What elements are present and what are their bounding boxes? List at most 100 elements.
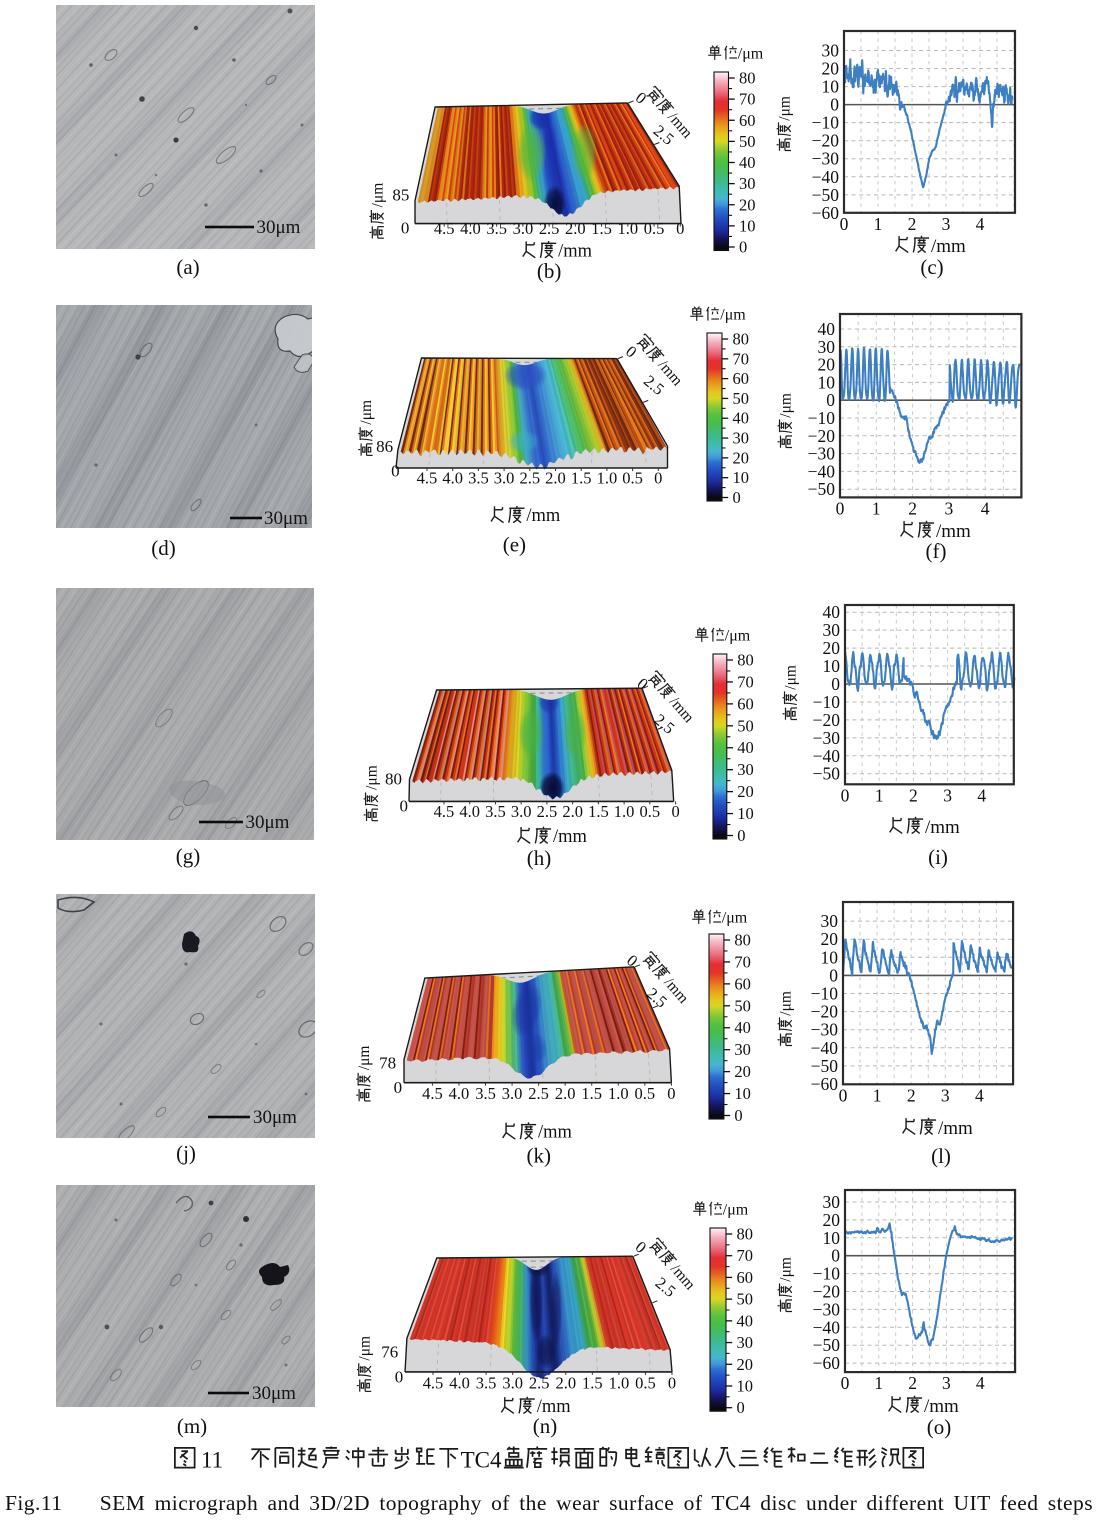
svg-text:85: 85 [392,185,409,204]
svg-text:/μm: /μm [364,765,381,790]
svg-text:40: 40 [732,409,749,428]
svg-text:10: 10 [818,372,836,392]
svg-text:4.5: 4.5 [417,469,438,488]
svg-text:40: 40 [737,738,754,757]
svg-text:70: 70 [736,1246,752,1265]
svg-text:78: 78 [380,1053,397,1072]
svg-text:−40: −40 [812,167,840,187]
svg-text:20: 20 [822,1210,840,1230]
svg-text:80: 80 [735,931,752,950]
svg-text:−60: −60 [812,203,840,223]
svg-text:2.5: 2.5 [537,801,558,820]
svg-text:1.5: 1.5 [588,801,609,820]
svg-text:1: 1 [872,1085,881,1105]
svg-text:4.0: 4.0 [449,1084,470,1103]
svg-text:30μm: 30μm [264,508,308,528]
svg-text:3: 3 [945,498,954,518]
svg-text:0: 0 [732,488,740,507]
svg-text:−30: −30 [812,149,840,169]
svg-text:0: 0 [831,95,840,115]
svg-text:80: 80 [732,330,749,349]
svg-text:−20: −20 [812,709,840,729]
svg-text:1.5: 1.5 [582,1374,603,1393]
svg-text:20: 20 [822,638,840,658]
svg-text:−20: −20 [810,1001,838,1021]
svg-text:60: 60 [739,110,756,129]
svg-text:−30: −30 [810,1019,838,1039]
svg-text:0.5: 0.5 [623,469,644,488]
svg-text:−50: −50 [810,1055,838,1075]
svg-text:10: 10 [732,468,749,487]
svg-text:2.0: 2.0 [562,801,583,820]
svg-text:76: 76 [381,1343,398,1362]
svg-text:2: 2 [906,1085,915,1105]
svg-text:−40: −40 [808,461,836,481]
svg-text:0: 0 [737,826,745,845]
svg-text:40: 40 [736,1311,752,1330]
svg-text:−40: −40 [810,1037,838,1057]
svg-text:80: 80 [385,769,402,788]
svg-text:30μm: 30μm [253,1107,297,1128]
svg-text:−50: −50 [812,763,840,783]
svg-text:10: 10 [820,947,838,967]
svg-text:1.5: 1.5 [582,1084,603,1103]
svg-text:80: 80 [736,1225,752,1244]
svg-text:10: 10 [822,77,840,97]
svg-text:3.5: 3.5 [476,1374,497,1393]
svg-text:50: 50 [739,131,756,150]
svg-text:−20: −20 [808,426,836,446]
svg-text:2: 2 [908,1373,917,1393]
svg-text:0: 0 [622,342,641,362]
svg-text:4.0: 4.0 [443,469,464,488]
svg-text:70: 70 [739,89,756,108]
svg-text:−10: −10 [812,113,840,133]
svg-text:3.5: 3.5 [486,219,507,238]
svg-text:3.5: 3.5 [485,801,506,820]
svg-text:3.0: 3.0 [512,219,533,238]
svg-text:0: 0 [676,219,684,238]
svg-text:0.5: 0.5 [643,219,664,238]
svg-text:0: 0 [668,1084,676,1103]
svg-text:0: 0 [840,214,849,234]
svg-text:30μm: 30μm [257,217,301,238]
svg-text:0: 0 [836,498,845,518]
svg-text:70: 70 [735,953,752,972]
svg-text:0: 0 [395,1368,404,1387]
svg-text:30: 30 [737,760,754,779]
svg-text:2.0: 2.0 [546,469,567,488]
svg-text:(h): (h) [527,846,551,870]
svg-text:4.0: 4.0 [460,219,481,238]
svg-text:1.5: 1.5 [571,469,592,488]
svg-text:0: 0 [668,1374,676,1393]
svg-text:50: 50 [735,997,752,1016]
svg-text:4: 4 [975,1373,984,1393]
svg-text:40: 40 [735,1019,752,1038]
svg-text:4.0: 4.0 [459,801,480,820]
svg-text:10: 10 [737,804,754,823]
svg-text:0: 0 [399,796,408,815]
svg-text:−10: −10 [812,691,840,711]
svg-text:1: 1 [874,214,883,234]
svg-text:0.5: 0.5 [635,1374,656,1393]
svg-text:40: 40 [818,319,836,339]
svg-text:1.0: 1.0 [614,801,635,820]
svg-text:3.0: 3.0 [502,1374,523,1393]
svg-text:3.0: 3.0 [502,1084,523,1103]
svg-text:10: 10 [739,216,756,235]
svg-text:4.5: 4.5 [422,1084,443,1103]
svg-text:0: 0 [655,469,663,488]
svg-text:0: 0 [631,88,650,108]
svg-text:30μm: 30μm [246,812,290,833]
svg-text:−10: −10 [808,408,836,428]
svg-text:−30: −30 [812,1299,840,1319]
svg-text:50: 50 [736,1290,752,1309]
svg-text:10: 10 [822,656,840,676]
svg-text:3.5: 3.5 [468,469,489,488]
svg-text:/mm: /mm [536,1396,571,1416]
svg-text:−60: −60 [810,1073,838,1093]
svg-text:/mm: /mm [527,507,562,527]
svg-text:30: 30 [739,174,756,193]
svg-text:0: 0 [391,462,400,481]
svg-text:1: 1 [872,498,881,518]
svg-text:−10: −10 [810,983,838,1003]
